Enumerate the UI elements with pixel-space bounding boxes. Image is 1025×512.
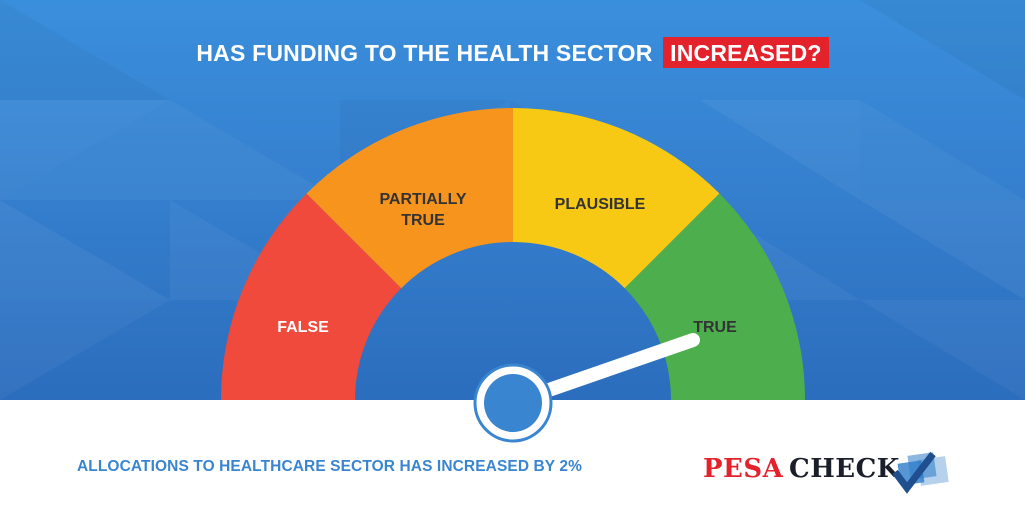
segment-partially-true bbox=[306, 108, 513, 289]
segment-false bbox=[221, 193, 402, 400]
fact-statement: ALLOCATIONS TO HEALTHCARE SECTOR HAS INC… bbox=[77, 458, 582, 475]
logo-pesa: PESA bbox=[703, 454, 784, 484]
logo-check: CHECK bbox=[789, 454, 900, 484]
page-title: HAS FUNDING TO THE HEALTH SECTOR INCREAS… bbox=[0, 37, 1025, 68]
title-text: HAS FUNDING TO THE HEALTH SECTOR bbox=[196, 40, 653, 66]
label-true: TRUE bbox=[693, 319, 737, 336]
segment-plausible bbox=[513, 108, 720, 289]
label-false: FALSE bbox=[277, 319, 329, 336]
label-partially-true: TRUE bbox=[401, 212, 445, 229]
pesacheck-logo: PESA CHECK bbox=[703, 448, 953, 498]
label-plausible: PLAUSIBLE bbox=[555, 196, 646, 213]
checkmark-squares-icon bbox=[893, 451, 949, 494]
needle-hub bbox=[484, 374, 542, 432]
title-highlight: INCREASED? bbox=[663, 37, 829, 68]
label-partially: PARTIALLY bbox=[379, 191, 466, 208]
